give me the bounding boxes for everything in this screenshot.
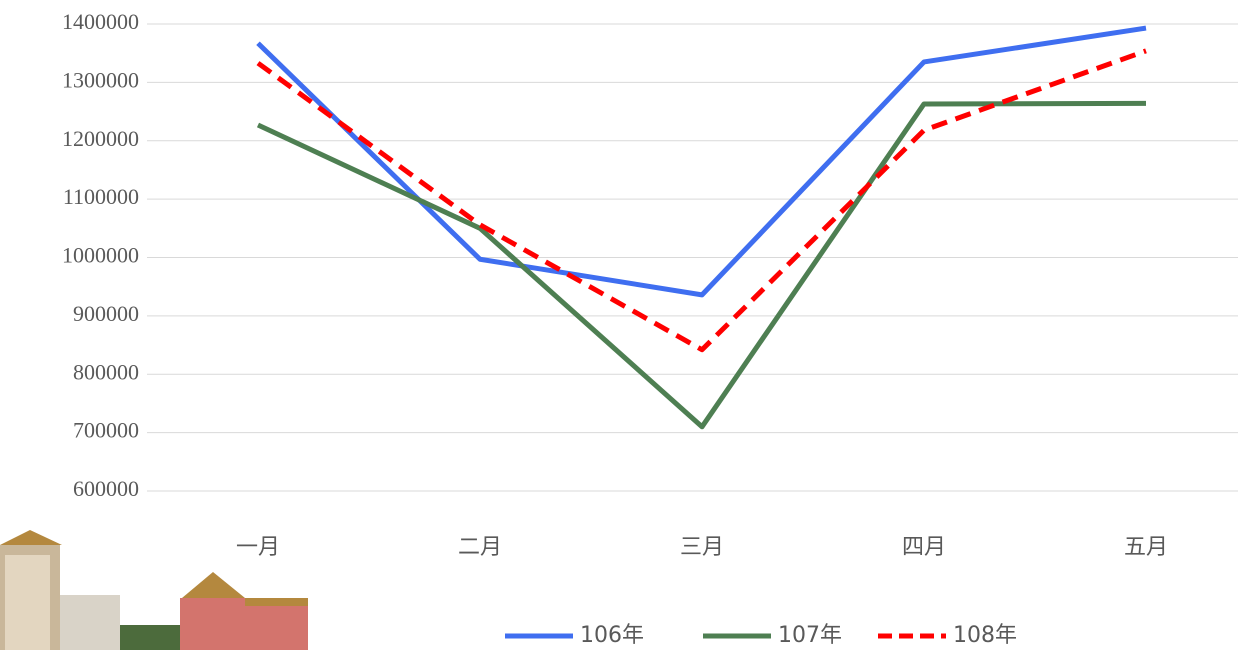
decoration — [0, 530, 308, 650]
series-line — [256, 100, 1147, 430]
x-tick-label: 四月 — [902, 535, 946, 560]
legend-label: 106年 — [580, 623, 644, 648]
x-tick-label: 一月 — [236, 535, 280, 560]
x-tick-label: 五月 — [1124, 535, 1168, 560]
legend-label: 108年 — [953, 623, 1017, 648]
y-tick-label: 1300000 — [62, 67, 139, 92]
series-line — [256, 48, 1147, 353]
x-tick-label: 二月 — [458, 535, 502, 560]
y-tick-label: 1400000 — [62, 9, 139, 34]
y-tick-label: 900000 — [73, 301, 139, 326]
y-tick-label: 600000 — [73, 476, 139, 501]
y-tick-label: 1000000 — [62, 243, 139, 268]
series-line — [256, 25, 1147, 298]
y-tick-label: 800000 — [73, 359, 139, 384]
legend-label: 107年 — [778, 623, 842, 648]
y-tick-label: 700000 — [73, 418, 139, 443]
x-tick-label: 三月 — [680, 535, 724, 560]
y-tick-label: 1100000 — [63, 184, 139, 209]
y-tick-label: 1200000 — [62, 126, 139, 151]
